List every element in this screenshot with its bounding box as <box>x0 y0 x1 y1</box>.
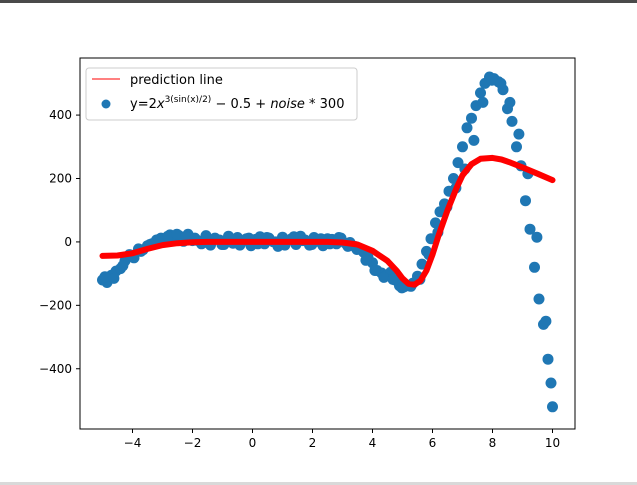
y-tick-label: 0 <box>64 235 72 249</box>
x-tick-label: 6 <box>429 436 437 450</box>
scatter-point <box>542 353 554 365</box>
scatter-point <box>369 265 381 276</box>
x-tick-label: −4 <box>124 436 142 450</box>
scatter-point <box>533 293 545 305</box>
scatter-point <box>457 141 468 153</box>
scatter-point <box>378 271 390 283</box>
scatter-point <box>387 273 399 285</box>
scatter-point <box>531 231 543 243</box>
scatter-point <box>529 261 540 273</box>
legend: prediction line y=2x3(sin(x)/2) − 0.5 + … <box>85 67 358 121</box>
scatter-point <box>524 223 536 235</box>
legend-scatter-label: y=2x3(sin(x)/2) − 0.5 + noise * 300 <box>130 95 344 112</box>
y-tick-label: 200 <box>49 171 72 185</box>
scatter-point <box>153 233 165 245</box>
scatter-point <box>506 115 518 127</box>
scatter-point <box>452 157 464 169</box>
window-top-strip <box>0 0 637 3</box>
legend-scatter-swatch <box>101 99 111 109</box>
y-tick-label: 400 <box>49 108 72 122</box>
scatter-point <box>540 315 552 327</box>
scatter-point <box>513 128 525 140</box>
x-tick-label: 2 <box>309 436 317 450</box>
y-tick-label: −200 <box>39 298 72 312</box>
scatter-point <box>477 96 489 108</box>
scatter-point <box>511 141 522 153</box>
scatter-point <box>520 195 531 207</box>
scatter-point <box>475 87 486 99</box>
scatter-point <box>430 217 441 229</box>
prediction-line <box>99 154 556 288</box>
scatter-point <box>99 271 111 283</box>
legend-box <box>85 67 358 121</box>
x-tick-label: 8 <box>489 436 497 450</box>
ticks-layer: −4 −2 0 2 4 6 8 10 −400 −200 0 200 400 <box>39 108 560 450</box>
y-tick-label: −400 <box>39 362 72 376</box>
scatter-point <box>486 74 498 86</box>
x-tick-label: 10 <box>545 436 560 450</box>
scatter-point <box>468 134 480 146</box>
scatter-point <box>547 401 558 413</box>
x-tick-label: 0 <box>249 436 257 450</box>
series-layer <box>97 71 558 413</box>
scatter-point <box>108 272 120 284</box>
scatter-point <box>396 282 408 294</box>
scatter-point <box>448 173 459 184</box>
scatter-point <box>461 122 473 134</box>
scatter-point <box>495 77 507 89</box>
legend-line-label: prediction line <box>130 73 223 88</box>
scatter-point <box>171 228 183 240</box>
scatter-point <box>545 377 557 389</box>
scatter-point <box>504 96 516 108</box>
scatter-point <box>466 112 477 124</box>
scatter-point <box>360 254 372 266</box>
scatter-point <box>162 230 174 242</box>
x-tick-label: 4 <box>369 436 377 450</box>
x-tick-label: −2 <box>184 436 202 450</box>
window-bottom-strip <box>0 482 637 485</box>
scatter-point <box>117 260 129 272</box>
